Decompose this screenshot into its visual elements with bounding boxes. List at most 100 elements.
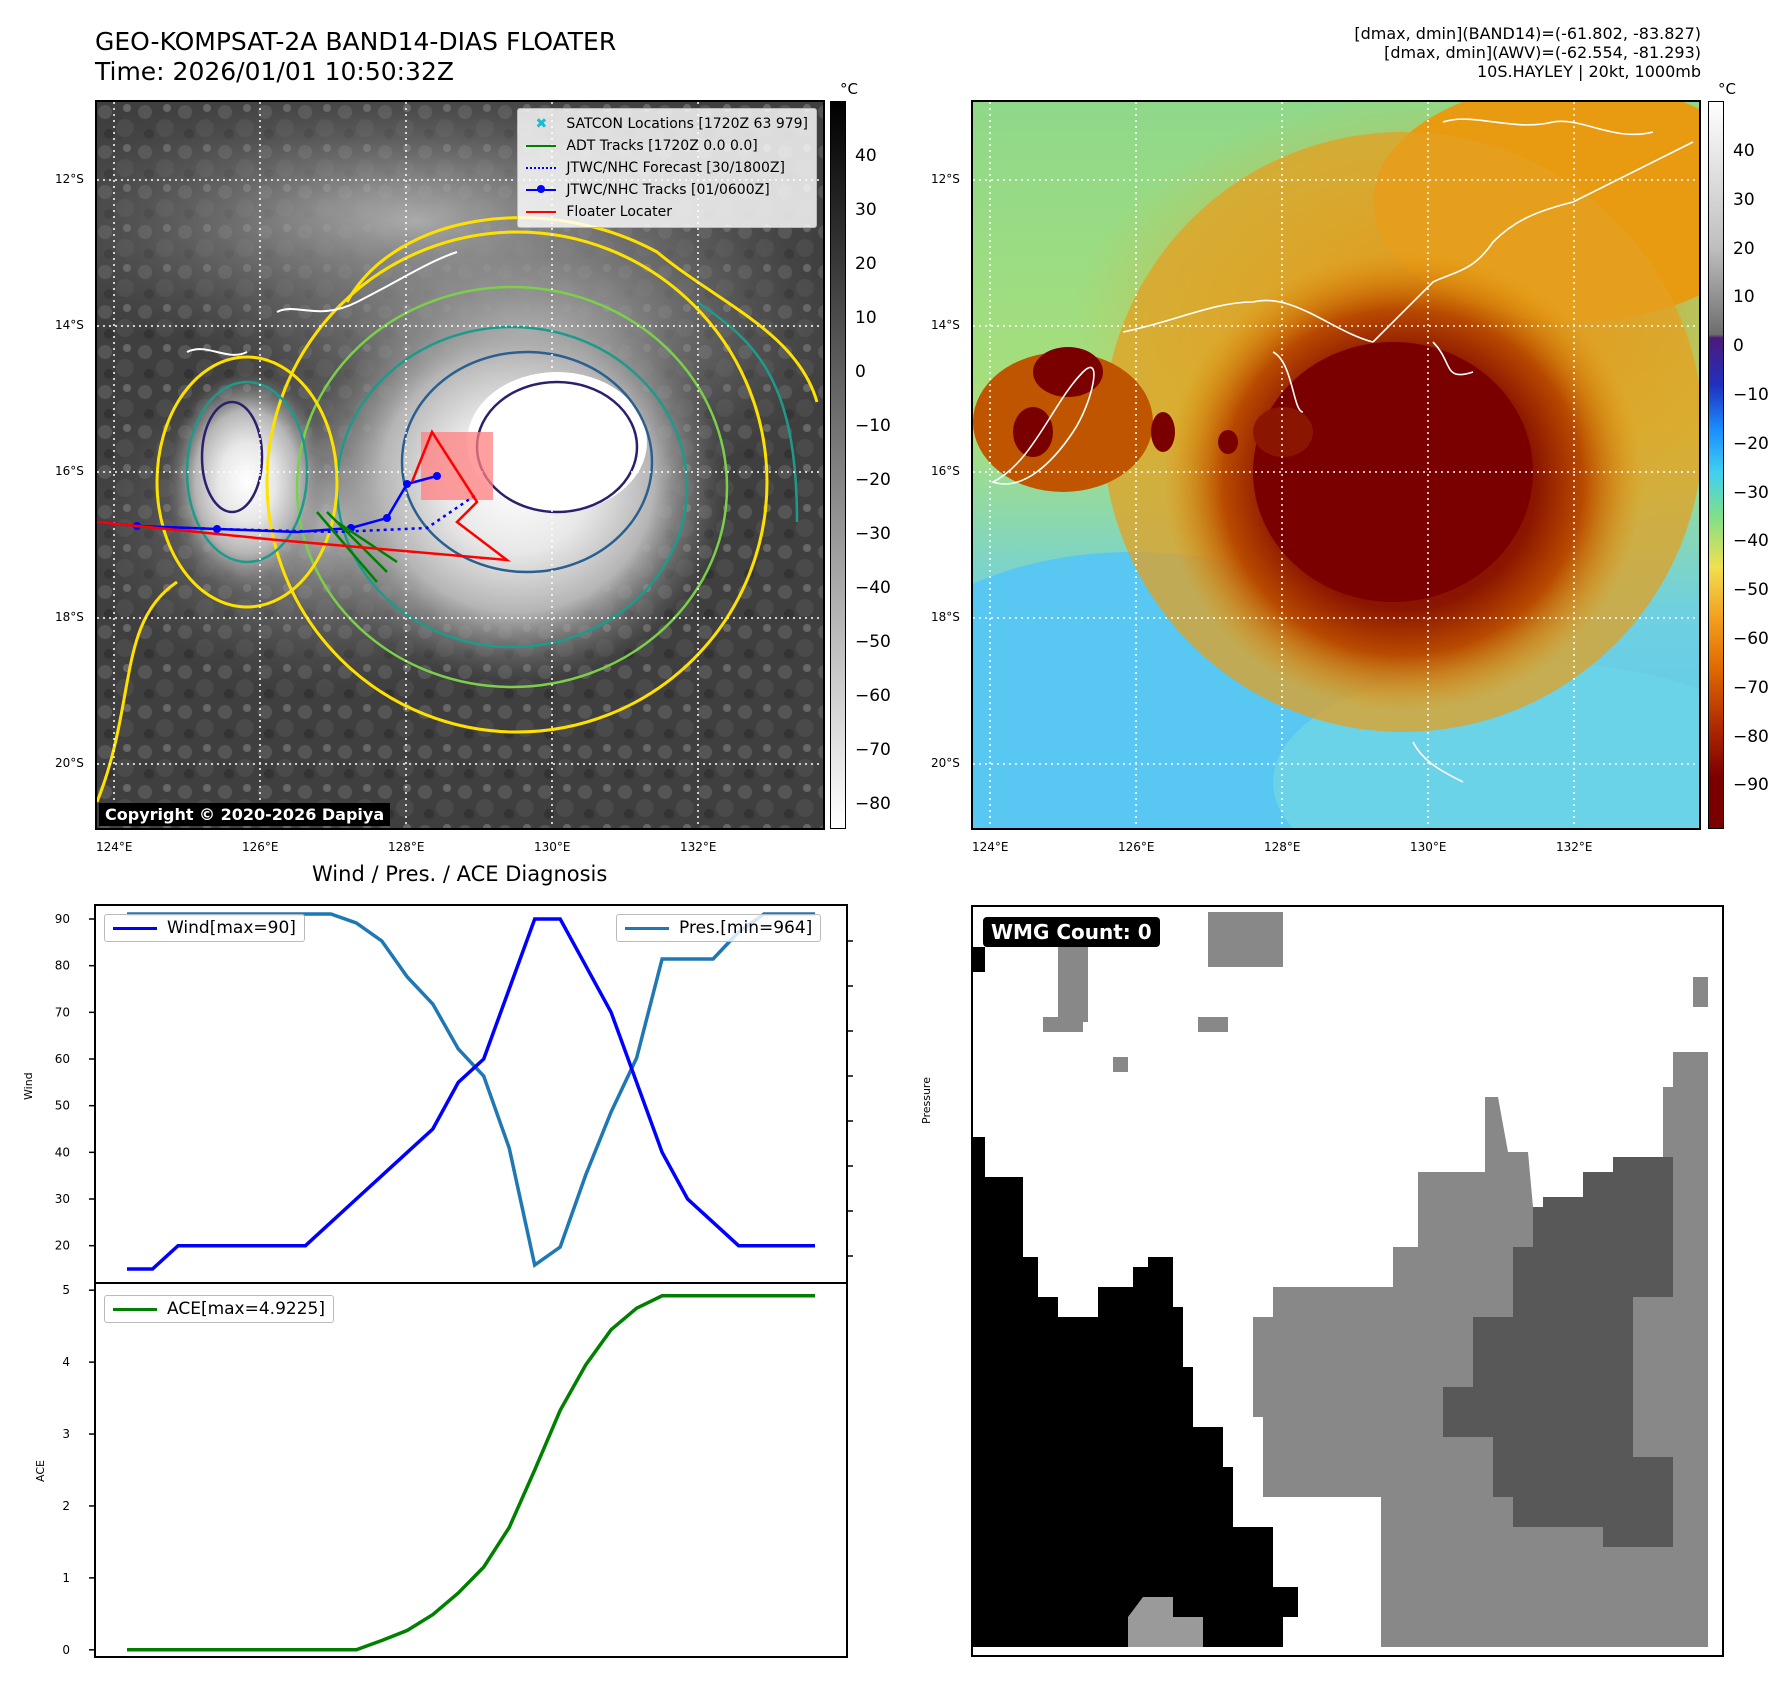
color-lat-label: 14°S [931,318,960,332]
color-colorbar-tick: −50 [1733,580,1769,601]
color-colorbar-tick: −10 [1733,385,1769,405]
wind-tick-label: 20 [55,1239,70,1253]
color-lat-label: 12°S [931,172,960,186]
ir-colorbar-tick: −80 [855,794,891,814]
ir-colorbar-unit: °C [840,80,858,98]
ir-colorbar-tick: −40 [855,578,891,598]
color-map-image [973,102,1699,828]
diagnosis-title: Wind / Pres. / ACE Diagnosis [312,862,608,886]
wind-legend: Wind[max=90] [104,914,305,942]
color-colorbar-tick: 30 [1733,189,1755,210]
wind-tick-label: 60 [55,1052,70,1066]
wind-series-line [127,917,815,1271]
ir-lon-label: 132°E [680,840,717,854]
color-colorbar-tick: −90 [1733,775,1769,796]
ir-colorbar-tick: 0 [855,362,866,382]
ir-colorbar-tick: 30 [855,200,877,220]
color-lat-label: 18°S [931,610,960,624]
ir-map-legend: ✖ SATCON Locations [1720Z 63 979] ADT Tr… [517,108,817,228]
ir-colorbar-tick: −50 [855,632,891,652]
ace-tick-label: 2 [62,1499,70,1513]
color-lon-label: 132°E [1556,840,1593,854]
legend-item-tracks: JTWC/NHC Tracks [01/0600Z] [526,179,808,201]
color-lat-label: 16°S [931,464,960,478]
ace-series-line [127,1294,815,1652]
figure-title: GEO-KOMPSAT-2A BAND14-DIAS FLOATER [95,27,617,56]
color-colorbar-tick: −40 [1733,531,1769,552]
color-colorbar-tick: −70 [1733,677,1769,698]
adt-line-icon [526,145,557,147]
wind-line-icon [113,926,157,930]
color-colorbar-tick: 0 [1733,336,1744,357]
wind-tick-label: 40 [55,1145,70,1159]
ir-colorbar-tick: 10 [855,308,877,328]
wind-axis-label: Wind [22,1072,35,1100]
ir-lat-label: 14°S [55,318,84,332]
color-lon-label: 130°E [1410,840,1447,854]
legend-label-tracks: JTWC/NHC Tracks [01/0600Z] [566,182,770,198]
wmg-image [973,907,1722,1655]
wind-legend-label: Wind[max=90] [167,918,296,938]
color-lon-label: 128°E [1264,840,1301,854]
wind-tick-label: 80 [55,959,70,973]
ir-colorbar-tick: 20 [855,254,877,274]
legend-label-floater: Floater Locater [566,204,673,220]
pressure-axis-label: Pressure [920,1077,933,1124]
ir-lat-label: 18°S [55,610,84,624]
pres-line-icon [625,926,669,930]
pressure-series-line [127,912,815,1268]
legend-label-satcon: SATCON Locations [1720Z 63 979] [566,116,808,132]
color-colorbar-tick: 10 [1733,287,1755,308]
ir-colorbar [830,101,846,829]
ir-lon-label: 124°E [96,840,133,854]
ir-lon-label: 130°E [534,840,571,854]
color-lon-label: 124°E [972,840,1009,854]
color-colorbar-tick: −30 [1733,482,1769,503]
legend-label-adt: ADT Tracks [1720Z 0.0 0.0] [566,138,758,154]
wind-pres-plot: 2030405060708090965970975980985990995100… [55,912,853,1271]
color-colorbar-tick: −20 [1733,433,1769,454]
info-awv-range: [dmax, dmin](AWV)=(-62.554, -81.293) [1384,43,1701,62]
ir-map-panel: ✖ SATCON Locations [1720Z 63 979] ADT Tr… [95,100,825,830]
info-band14-range: [dmax, dmin](BAND14)=(-61.802, -83.827) [1354,24,1701,43]
ace-tick-label: 5 [62,1283,70,1297]
ir-lat-label: 12°S [55,172,84,186]
ir-lon-label: 126°E [242,840,279,854]
ir-lat-label: 16°S [55,464,84,478]
wind-tick-label: 90 [55,912,70,926]
floater-line-icon [526,211,557,213]
satcon-marker-icon: ✖ [535,116,548,132]
ir-lat-label: 20°S [55,756,84,770]
ace-plot: 0 1 2 3 4 5 [62,1283,815,1657]
color-colorbar-tick: 20 [1733,238,1755,259]
wind-tick-label: 70 [55,1005,70,1019]
color-lat-label: 20°S [931,756,960,770]
pres-legend: Pres.[min=964] [616,914,822,942]
ace-tick-label: 1 [62,1571,70,1585]
ir-lon-label: 128°E [388,840,425,854]
color-lon-label: 126°E [1118,840,1155,854]
color-map-panel [971,100,1701,830]
ir-colorbar-tick: −70 [855,740,891,760]
figure-time: Time: 2026/01/01 10:50:32Z [95,57,454,86]
tracks-line-icon [526,185,557,193]
info-storm-summary: 10S.HAYLEY | 20kt, 1000mb [1477,62,1701,81]
legend-item-satcon: ✖ SATCON Locations [1720Z 63 979] [526,113,809,135]
ace-legend-label: ACE[max=4.9225] [167,1299,325,1319]
copyright-notice: Copyright © 2020-2026 Dapiya [99,803,391,826]
color-colorbar-tick: −60 [1733,629,1769,649]
ir-colorbar-tick: 40 [855,146,877,166]
ace-tick-label: 3 [62,1427,70,1441]
pres-legend-label: Pres.[min=964] [679,918,813,938]
ace-tick-label: 4 [62,1355,70,1369]
wind-tick-label: 30 [55,1192,70,1206]
ace-legend: ACE[max=4.9225] [104,1295,334,1323]
ir-colorbar-tick: −30 [855,524,891,544]
ir-colorbar-tick: −10 [855,416,891,436]
color-colorbar-tick: 40 [1733,141,1755,161]
wind-pres-axes-frame [94,904,848,1284]
wmg-count-badge: WMG Count: 0 [983,917,1160,947]
ir-colorbar-tick: −60 [855,686,891,706]
legend-item-adt: ADT Tracks [1720Z 0.0 0.0] [526,135,808,157]
color-colorbar-unit: °C [1718,80,1736,98]
